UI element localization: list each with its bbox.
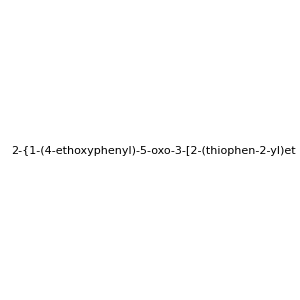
Text: 2-{1-(4-ethoxyphenyl)-5-oxo-3-[2-(thiophen-2-yl)et: 2-{1-(4-ethoxyphenyl)-5-oxo-3-[2-(thioph… — [11, 146, 296, 157]
